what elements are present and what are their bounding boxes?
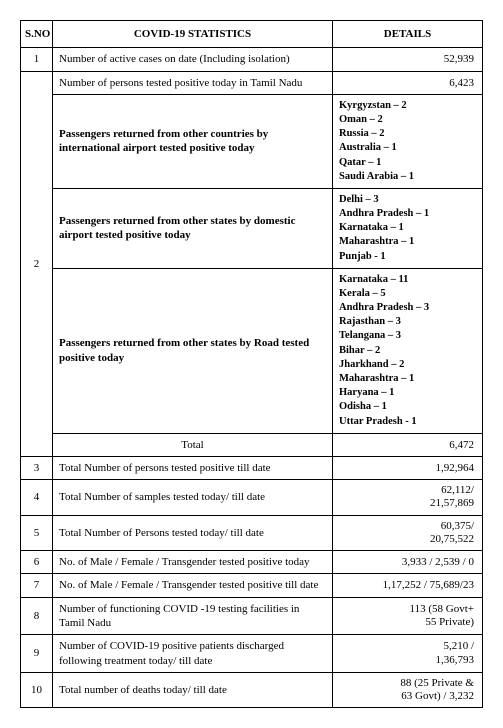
stat-value: 62,112/ 21,57,869 [333, 480, 483, 515]
stat-label: Total number of deaths today/ till date [53, 672, 333, 707]
header-row: S.NO COVID-19 STATISTICS DETAILS [21, 21, 483, 48]
sno-cell: 1 [21, 48, 53, 71]
table-row: Passengers returned from other states by… [21, 268, 483, 433]
sno-cell: 6 [21, 551, 53, 574]
stat-value: 5,210 / 1,36,793 [333, 635, 483, 673]
total-label: Total [53, 433, 333, 456]
stat-value: 60,375/ 20,75,522 [333, 515, 483, 550]
table-row: 7 No. of Male / Female / Transgender tes… [21, 574, 483, 597]
stat-label: Total Number of Persons tested today/ ti… [53, 515, 333, 550]
header-sno: S.NO [21, 21, 53, 48]
stat-label: No. of Male / Female / Transgender teste… [53, 574, 333, 597]
stat-label: Passengers returned from other states by… [53, 268, 333, 433]
table-row: 8 Number of functioning COVID -19 testin… [21, 597, 483, 635]
stat-label: Number of active cases on date (Includin… [53, 48, 333, 71]
table-row: 10 Total number of deaths today/ till da… [21, 672, 483, 707]
header-details: DETAILS [333, 21, 483, 48]
stat-value: 3,933 / 2,539 / 0 [333, 551, 483, 574]
stat-label: Total Number of persons tested positive … [53, 456, 333, 479]
stat-label: Number of COVID-19 positive patients dis… [53, 635, 333, 673]
table-row: 6 No. of Male / Female / Transgender tes… [21, 551, 483, 574]
covid-stats-table: S.NO COVID-19 STATISTICS DETAILS 1 Numbe… [20, 20, 483, 708]
table-row: Passengers returned from other states by… [21, 188, 483, 268]
sno-cell: 10 [21, 672, 53, 707]
stat-value-list: Karnataka – 11 Kerala – 5 Andhra Pradesh… [333, 268, 483, 433]
stat-value: 1,92,964 [333, 456, 483, 479]
total-value: 6,472 [333, 433, 483, 456]
stat-value-list: Delhi – 3 Andhra Pradesh – 1 Karnataka –… [333, 188, 483, 268]
table-row: 9 Number of COVID-19 positive patients d… [21, 635, 483, 673]
stat-label: No. of Male / Female / Transgender teste… [53, 551, 333, 574]
stat-value: 6,423 [333, 71, 483, 94]
table-row: 1 Number of active cases on date (Includ… [21, 48, 483, 71]
sno-cell: 7 [21, 574, 53, 597]
stat-value: 52,939 [333, 48, 483, 71]
header-stat: COVID-19 STATISTICS [53, 21, 333, 48]
sno-cell: 5 [21, 515, 53, 550]
stat-label: Number of persons tested positive today … [53, 71, 333, 94]
stat-value-list: Kyrgyzstan – 2 Oman – 2 Russia – 2 Austr… [333, 94, 483, 188]
stat-value: 1,17,252 / 75,689/23 [333, 574, 483, 597]
stat-value: 88 (25 Private & 63 Govt) / 3,232 [333, 672, 483, 707]
table-row: 3 Total Number of persons tested positiv… [21, 456, 483, 479]
sno-cell: 4 [21, 480, 53, 515]
table-row: 4 Total Number of samples tested today/ … [21, 480, 483, 515]
stat-label: Total Number of samples tested today/ ti… [53, 480, 333, 515]
table-row: Passengers returned from other countries… [21, 94, 483, 188]
table-row: 2 Number of persons tested positive toda… [21, 71, 483, 94]
table-row: 5 Total Number of Persons tested today/ … [21, 515, 483, 550]
stat-label: Passengers returned from other countries… [53, 94, 333, 188]
sno-cell: 3 [21, 456, 53, 479]
table-row: Total 6,472 [21, 433, 483, 456]
sno-cell: 8 [21, 597, 53, 635]
sno-cell: 2 [21, 71, 53, 456]
stat-label: Passengers returned from other states by… [53, 188, 333, 268]
sno-cell: 9 [21, 635, 53, 673]
stat-label: Number of functioning COVID -19 testing … [53, 597, 333, 635]
stat-value: 113 (58 Govt+ 55 Private) [333, 597, 483, 635]
